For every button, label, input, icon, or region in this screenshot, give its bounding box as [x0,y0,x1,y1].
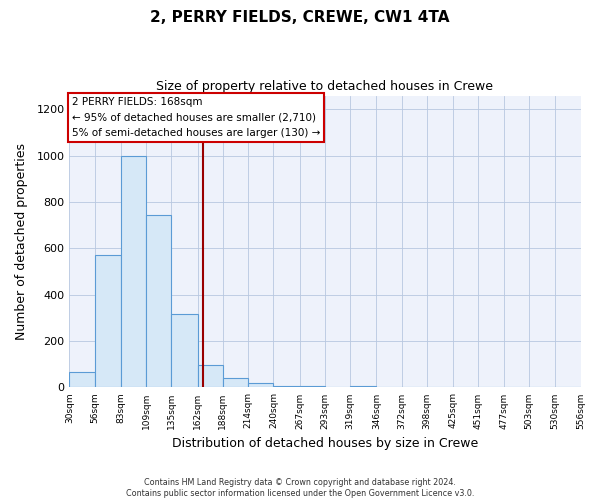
Bar [146,215,172,388]
Bar [274,386,299,388]
X-axis label: Distribution of detached houses by size in Crewe: Distribution of detached houses by size … [172,437,478,450]
Bar [197,366,223,388]
Text: Contains HM Land Registry data © Crown copyright and database right 2024.
Contai: Contains HM Land Registry data © Crown c… [126,478,474,498]
Bar [172,314,197,388]
Bar [223,378,248,388]
Text: 2 PERRY FIELDS: 168sqm
← 95% of detached houses are smaller (2,710)
5% of semi-d: 2 PERRY FIELDS: 168sqm ← 95% of detached… [72,97,320,138]
Bar [95,256,121,388]
Bar [248,383,274,388]
Y-axis label: Number of detached properties: Number of detached properties [15,143,28,340]
Bar [350,386,376,388]
Bar [70,372,95,388]
Bar [299,386,325,388]
Title: Size of property relative to detached houses in Crewe: Size of property relative to detached ho… [157,80,493,93]
Text: 2, PERRY FIELDS, CREWE, CW1 4TA: 2, PERRY FIELDS, CREWE, CW1 4TA [150,10,450,25]
Bar [121,156,146,388]
